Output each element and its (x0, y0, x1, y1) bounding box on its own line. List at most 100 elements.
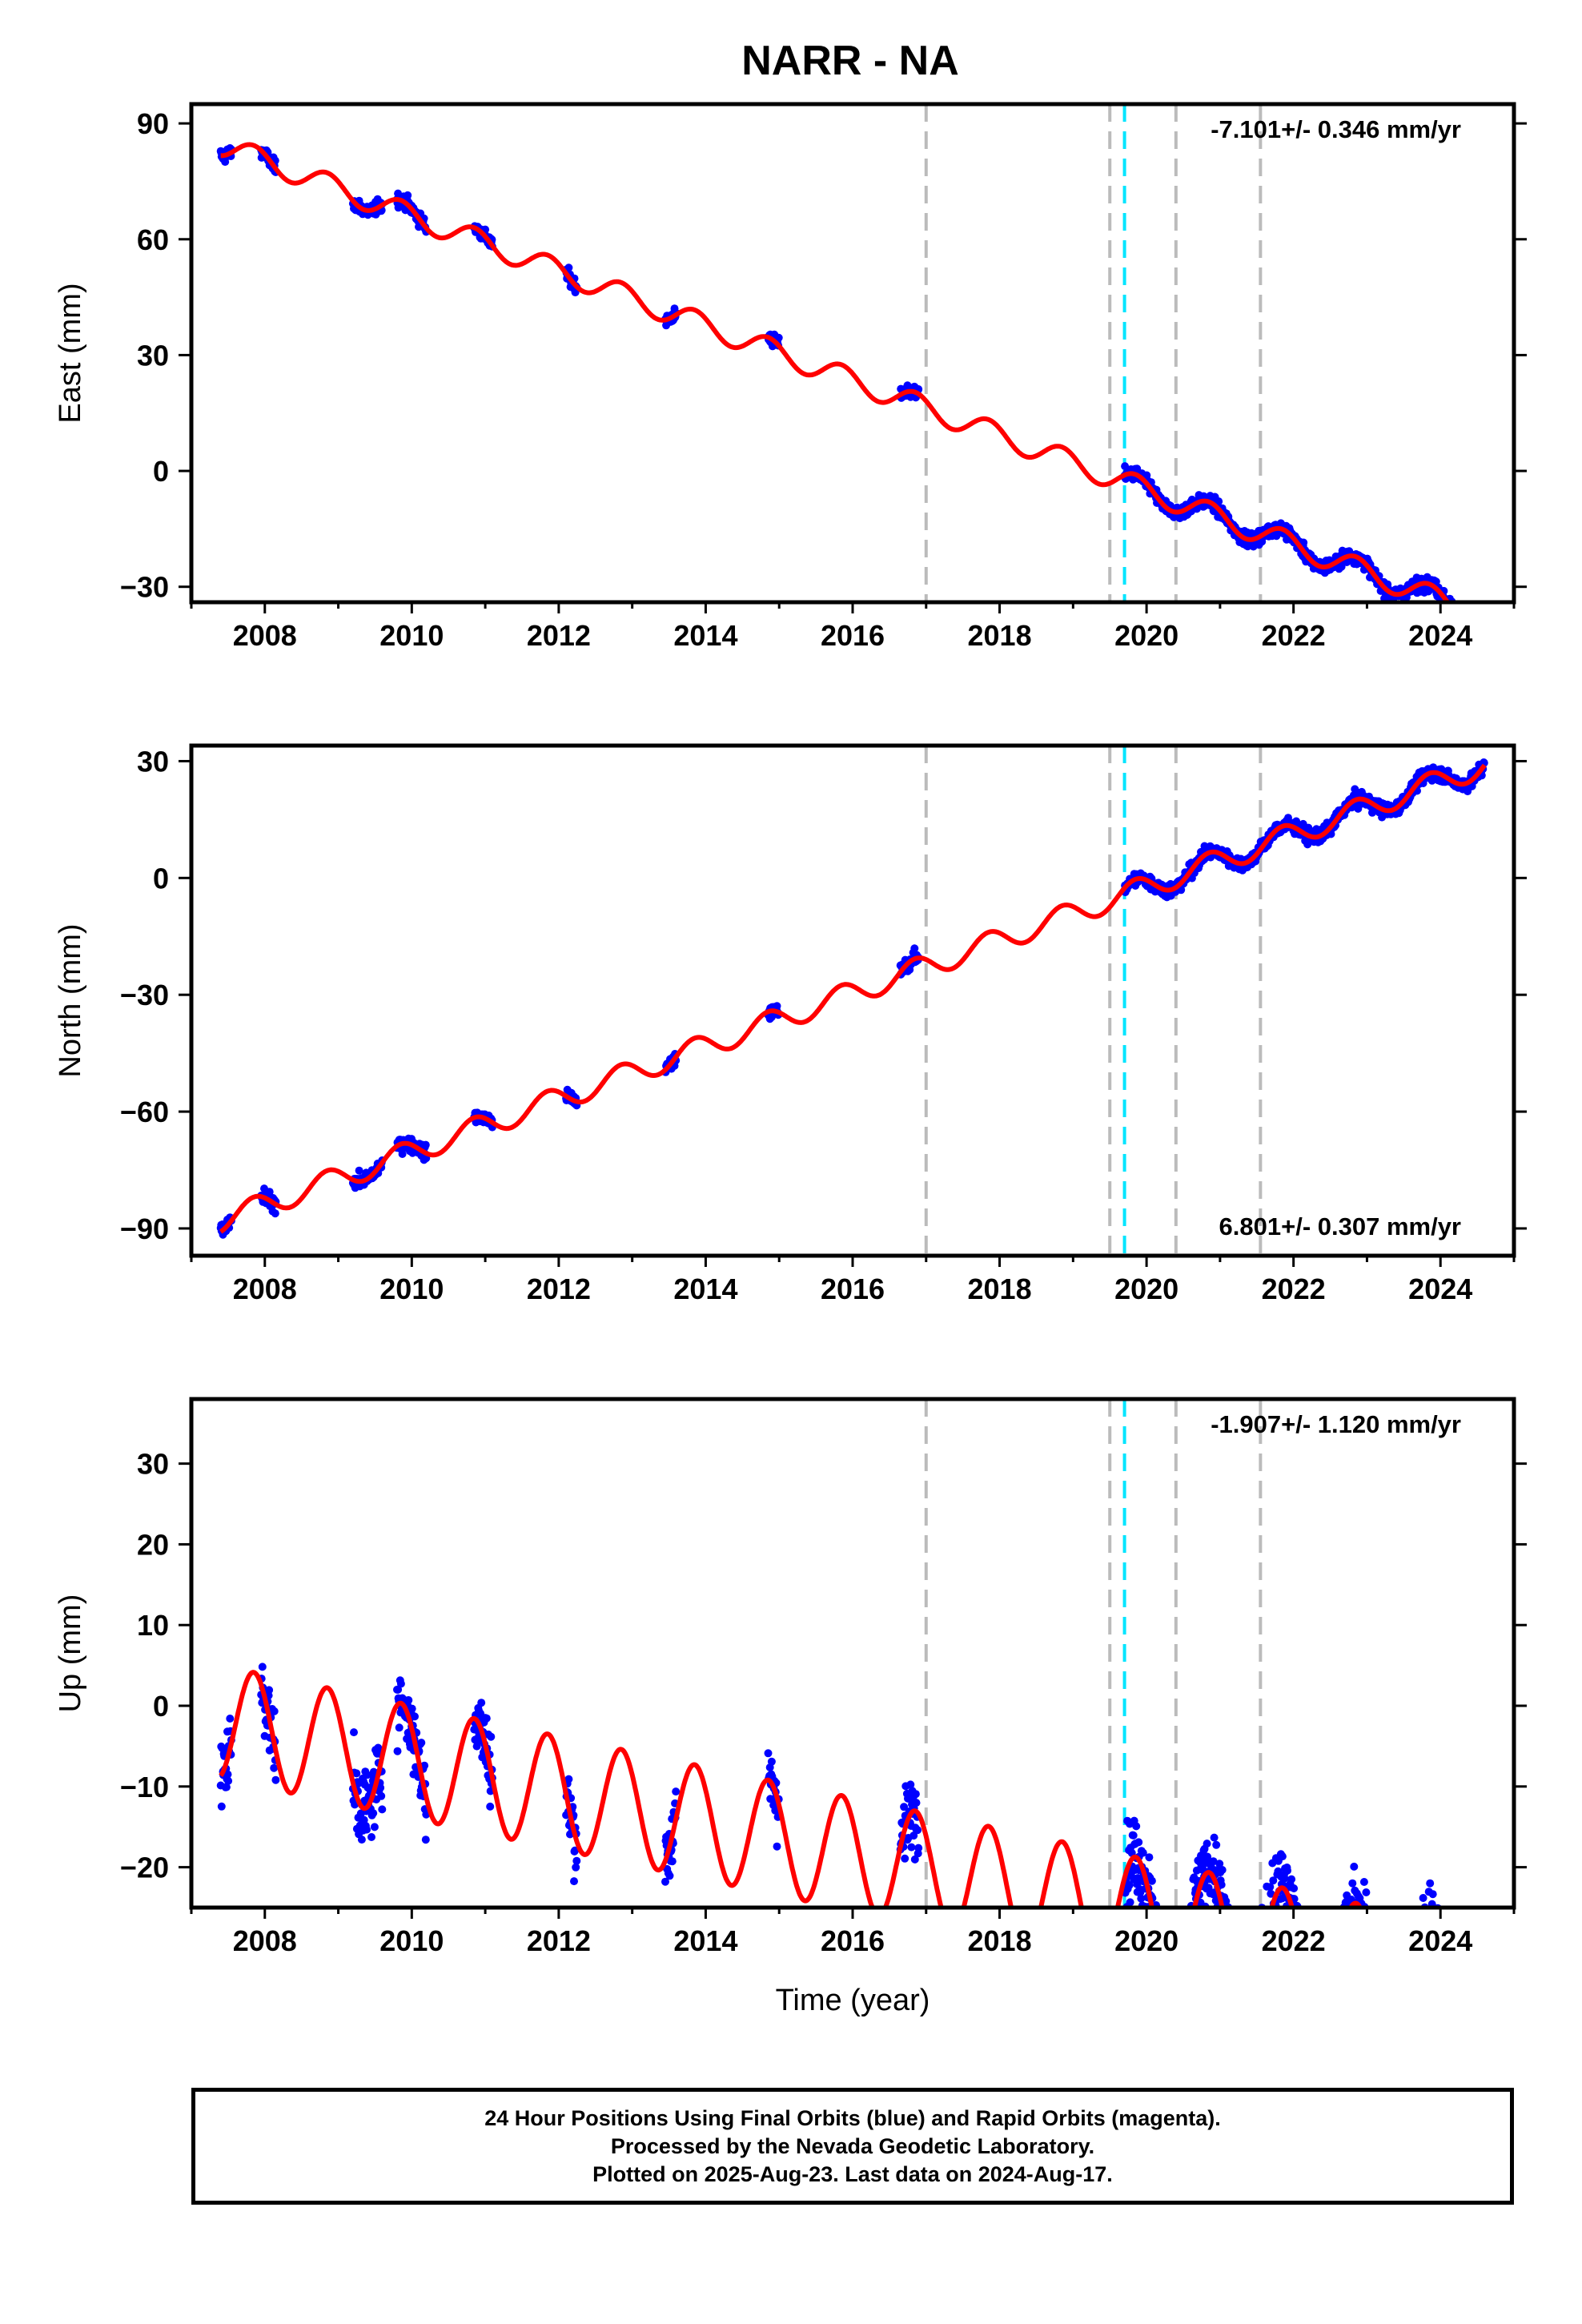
data-point (1239, 2014, 1247, 2022)
data-point (1223, 1925, 1231, 1933)
data-point (1180, 1944, 1188, 1952)
data-point (1235, 1959, 1243, 1967)
data-point (1172, 1982, 1180, 1990)
data-point (1239, 2001, 1247, 2009)
data-point (1438, 1963, 1446, 1971)
data-point (1441, 1973, 1449, 1981)
data-point (1134, 1838, 1143, 1847)
model-line (220, 142, 1451, 602)
data-point (1447, 1993, 1456, 2001)
data-point (1184, 1921, 1192, 1929)
data-point (1333, 1924, 1341, 1932)
data-point (1346, 1919, 1354, 1927)
data-point (1359, 1878, 1368, 1886)
data-point (1244, 1973, 1252, 1981)
data-point (1351, 1931, 1359, 1939)
data-point (1170, 1972, 1178, 1980)
data-point (1346, 1924, 1354, 1932)
data-point (1375, 1988, 1383, 1996)
x-tick-label: 2010 (379, 1273, 444, 1305)
data-point (1355, 1918, 1363, 1926)
data-point (1371, 1936, 1379, 1944)
data-point (1341, 1948, 1349, 1956)
x-tick-label: 2018 (968, 1924, 1032, 1957)
data-point (1159, 1975, 1167, 1983)
data-point (1397, 2008, 1405, 2016)
data-point (1456, 2048, 1464, 2056)
data-point (1246, 1979, 1254, 1987)
data-point (1222, 1897, 1231, 1905)
data-point (1176, 1973, 1184, 1981)
data-point (1455, 610, 1463, 618)
x-tick-label: 2020 (1114, 1273, 1178, 1305)
data-point (1377, 1979, 1385, 1987)
data-point (1322, 2004, 1330, 2012)
data-point (1383, 1968, 1391, 1976)
data-point (417, 1739, 426, 1747)
data-point (665, 1872, 674, 1880)
data-point (1295, 1956, 1303, 1964)
data-point (1468, 2028, 1476, 2037)
data-point (1394, 2020, 1402, 2028)
data-point (1479, 2007, 1487, 2015)
data-point (1266, 1916, 1274, 1924)
data-point (1367, 1955, 1375, 1963)
data-point (1315, 2016, 1323, 2024)
data-point (1453, 2020, 1461, 2028)
data-point (1186, 1909, 1195, 1917)
data-point (1396, 2033, 1404, 2041)
x-tick-label: 2014 (673, 1273, 737, 1305)
data-point (1387, 2020, 1395, 2028)
data-point (1330, 1943, 1338, 1951)
data-point (1363, 1921, 1371, 1929)
data-point (912, 1799, 921, 1807)
x-tick-label: 2024 (1408, 1273, 1472, 1305)
data-point (271, 1775, 280, 1784)
data-point (1371, 1960, 1379, 1968)
data-point (1121, 1914, 1129, 1922)
data-point (1337, 1948, 1345, 1956)
data-point (1186, 1953, 1194, 1961)
data-point (404, 1696, 413, 1704)
data-point (1333, 1957, 1341, 1965)
data-point (1456, 2011, 1464, 2019)
data-point (1319, 1972, 1327, 1980)
data-point (1174, 1980, 1182, 1988)
data-point (1349, 1932, 1357, 1940)
data-point (1450, 605, 1458, 613)
y-tick-label: 90 (137, 107, 169, 140)
data-point (271, 1209, 279, 1218)
data-point (374, 1743, 383, 1752)
data-point (1227, 1940, 1235, 1948)
data-point (1472, 619, 1480, 627)
data-point (1457, 2014, 1465, 2022)
data-point (1394, 2027, 1402, 2035)
data-point (1367, 1956, 1375, 1964)
data-point (1228, 1917, 1236, 1925)
x-tick-label: 2018 (968, 619, 1032, 652)
data-point (1460, 2057, 1468, 2065)
data-point (1443, 2016, 1452, 2024)
data-point (1242, 1995, 1250, 2003)
data-point (1469, 2027, 1477, 2035)
data-point (1392, 2010, 1400, 2018)
data-point (1238, 1984, 1246, 1992)
data-point (1158, 1967, 1166, 1975)
data-point (1147, 1912, 1155, 1920)
data-point (1347, 1914, 1355, 1922)
data-point (1310, 2000, 1318, 2008)
data-point (1235, 1987, 1243, 1995)
data-point (910, 1855, 919, 1864)
data-point (1475, 613, 1483, 621)
data-point (1477, 613, 1485, 621)
data-point (1472, 2067, 1480, 2075)
data-point (1411, 1966, 1419, 1974)
data-point (1452, 1983, 1460, 1991)
data-point (1318, 1969, 1326, 1977)
data-point (1154, 1915, 1162, 1923)
data-point (1230, 1954, 1238, 1962)
data-point (1275, 1908, 1283, 1916)
data-point (1317, 2014, 1325, 2022)
data-point (1477, 612, 1485, 620)
data-point (1232, 1955, 1240, 1963)
